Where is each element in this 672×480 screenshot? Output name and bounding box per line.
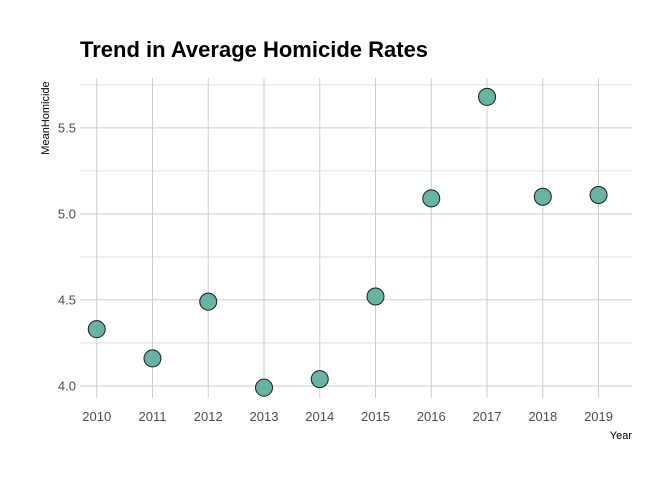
data-point [87, 320, 106, 339]
y-tick-label: 4.5 [58, 292, 76, 307]
data-point [422, 189, 441, 208]
y-tick-label: 4.0 [58, 378, 76, 393]
y-axis-title: MeanHomicide [40, 81, 52, 154]
x-tick-label: 2015 [361, 409, 390, 424]
data-point [310, 370, 329, 389]
x-tick-label: 2016 [417, 409, 446, 424]
data-points [87, 87, 608, 397]
data-point [255, 378, 273, 397]
x-tick-label: 2014 [305, 409, 334, 424]
data-point [589, 185, 608, 204]
x-tick-label: 2017 [473, 409, 502, 424]
data-point [143, 349, 162, 368]
x-tick-label: 2018 [528, 409, 557, 424]
x-tick-label: 2011 [139, 409, 167, 424]
x-axis-title: Year [610, 430, 633, 442]
data-point [478, 87, 497, 106]
y-tick-label: 5.5 [58, 120, 76, 135]
data-point [366, 287, 385, 306]
data-point [199, 292, 218, 311]
x-tick-label: 2019 [584, 409, 613, 424]
tick-labels: 4.0 4.5 5.0 5.5 2010 2011 2012 2013 2014 2015 2016… [58, 120, 613, 424]
x-tick-label: 2012 [194, 409, 223, 424]
x-tick-label: 2010 [82, 409, 111, 424]
x-tick-label: 2013 [250, 409, 279, 424]
data-point [533, 187, 552, 206]
chart-title: Trend in Average Homicide Rates [80, 37, 428, 62]
y-tick-label: 5.0 [58, 206, 76, 221]
grid-lines [80, 78, 632, 398]
